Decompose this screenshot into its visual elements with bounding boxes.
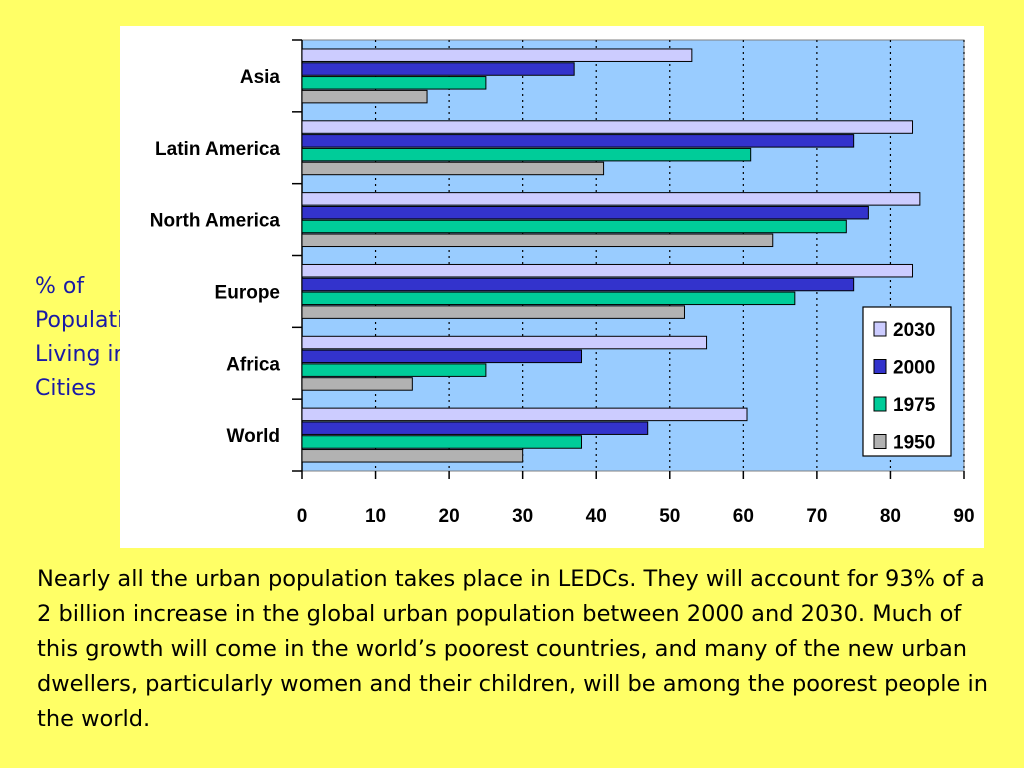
category-label: Europe bbox=[215, 282, 280, 303]
bar bbox=[301, 435, 583, 449]
category-label: World bbox=[227, 426, 280, 447]
category-label: North America bbox=[150, 211, 281, 232]
bar bbox=[301, 161, 605, 176]
chart-panel: Asia Latin America North America Europe Afri… bbox=[120, 26, 984, 548]
bar bbox=[301, 147, 752, 162]
bar bbox=[301, 407, 748, 422]
x-tick-label: 20 bbox=[439, 506, 460, 527]
x-tick-label: 90 bbox=[953, 506, 974, 527]
bar bbox=[301, 192, 921, 206]
legend-label: 2000 bbox=[893, 358, 935, 379]
bar bbox=[301, 305, 685, 319]
legend-label: 1975 bbox=[893, 395, 936, 416]
x-tick-label: 10 bbox=[365, 506, 386, 527]
legend-swatch bbox=[873, 396, 887, 412]
bar bbox=[301, 335, 708, 350]
bar bbox=[301, 233, 774, 248]
legend-label: 2030 bbox=[893, 320, 935, 341]
legend-swatch bbox=[873, 359, 887, 374]
x-tick-label: 40 bbox=[586, 506, 607, 527]
bar bbox=[301, 120, 914, 134]
bar bbox=[301, 449, 524, 463]
legend-swatch bbox=[873, 434, 887, 449]
bar bbox=[301, 349, 583, 364]
bar bbox=[301, 76, 487, 90]
plot-area bbox=[301, 39, 965, 472]
x-tick-label: 50 bbox=[659, 506, 680, 527]
bar bbox=[301, 205, 869, 220]
category-label: Asia bbox=[240, 67, 281, 88]
legend-swatch bbox=[873, 321, 887, 337]
bar bbox=[301, 421, 649, 435]
x-tick-label: 0 bbox=[297, 506, 308, 527]
bar bbox=[301, 291, 796, 306]
category-label: Africa bbox=[226, 354, 280, 375]
x-tick-label: 70 bbox=[806, 506, 827, 527]
x-tick-label: 30 bbox=[512, 506, 533, 527]
bar bbox=[301, 62, 575, 76]
x-tick-label: 60 bbox=[733, 506, 754, 527]
bar bbox=[301, 48, 693, 62]
bar bbox=[301, 263, 914, 278]
legend-label: 1950 bbox=[893, 433, 935, 454]
bar-chart: Asia Latin America North America Europe Afri… bbox=[150, 39, 975, 527]
bar bbox=[301, 89, 428, 104]
x-tick-label: 80 bbox=[880, 506, 901, 527]
bar bbox=[301, 277, 855, 292]
caption-paragraph: Nearly all the urban population takes pl… bbox=[37, 566, 989, 732]
category-label: Latin America bbox=[155, 139, 280, 160]
bar bbox=[301, 363, 487, 377]
bar bbox=[301, 134, 855, 148]
bar bbox=[301, 377, 413, 391]
bar bbox=[301, 219, 847, 234]
